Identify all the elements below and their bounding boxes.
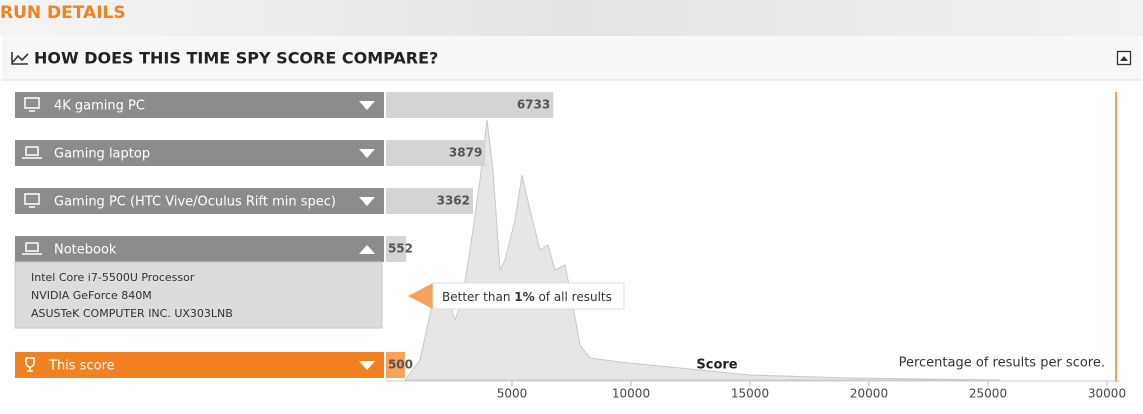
tooltip-value: 1% bbox=[514, 290, 534, 304]
row-toggle bbox=[359, 245, 375, 254]
tooltip-arrow bbox=[408, 283, 433, 309]
score-bar bbox=[386, 92, 554, 118]
row-label: Gaming laptop bbox=[54, 147, 150, 162]
tooltip-box bbox=[432, 282, 625, 310]
comparison-row[interactable]: Gaming laptop 3879 bbox=[15, 140, 486, 166]
row-header bbox=[15, 352, 384, 378]
row-score: 6733 bbox=[517, 98, 550, 112]
axis-note: Percentage of results per score. bbox=[899, 356, 1105, 371]
laptop-icon bbox=[22, 242, 42, 255]
panel-title: HOW DOES THIS TIME SPY SCORE COMPARE? bbox=[34, 49, 438, 68]
row-header bbox=[15, 188, 384, 214]
x-tick-label: 25000 bbox=[969, 387, 1007, 401]
score-bar bbox=[386, 352, 405, 378]
desktop-icon bbox=[24, 193, 40, 208]
row-toggle bbox=[359, 361, 375, 370]
comparison-row[interactable]: This score 500 bbox=[15, 352, 413, 378]
x-tick-label: 20000 bbox=[850, 387, 888, 401]
row-label: Gaming PC (HTC Vive/Oculus Rift min spec… bbox=[54, 195, 336, 210]
details-box bbox=[14, 261, 383, 329]
comparison-row[interactable]: Gaming PC (HTC Vive/Oculus Rift min spec… bbox=[15, 188, 474, 214]
x-tick-label: 30000 bbox=[1088, 387, 1126, 401]
header-title: RUN DETAILS bbox=[0, 3, 126, 23]
row-header bbox=[15, 92, 384, 118]
row-header bbox=[15, 236, 384, 262]
chart-icon bbox=[11, 52, 29, 65]
tooltip-text: Better than 1% of all results bbox=[442, 290, 612, 304]
detail-line: NVIDIA GeForce 840M bbox=[31, 289, 152, 302]
score-bar bbox=[386, 188, 474, 214]
laptop-icon bbox=[22, 146, 42, 159]
comparison-row[interactable]: Notebook 552 bbox=[15, 236, 413, 262]
row-label: Notebook bbox=[54, 243, 117, 258]
row-toggle bbox=[359, 149, 375, 158]
x-tick-label: 15000 bbox=[731, 387, 769, 401]
trophy-icon bbox=[25, 357, 35, 372]
distribution-curve bbox=[404, 119, 1001, 381]
row-score: 3879 bbox=[449, 146, 482, 160]
axis-label: Score bbox=[696, 358, 737, 373]
panel-header bbox=[2, 36, 1141, 80]
row-score: 500 bbox=[388, 358, 413, 372]
comparison-row[interactable]: 4K gaming PC 6733 bbox=[15, 92, 554, 118]
row-toggle bbox=[359, 197, 375, 206]
tooltip-after: of all results bbox=[535, 290, 612, 304]
row-label: This score bbox=[48, 359, 115, 374]
score-bar bbox=[386, 236, 407, 262]
x-tick-label: 5000 bbox=[497, 387, 528, 401]
x-tick-label: 10000 bbox=[612, 387, 650, 401]
detail-line: Intel Core i7-5500U Processor bbox=[31, 271, 195, 284]
collapse-button[interactable] bbox=[1116, 50, 1132, 66]
desktop-icon bbox=[24, 97, 40, 112]
row-label: 4K gaming PC bbox=[54, 99, 145, 114]
row-score: 3362 bbox=[437, 194, 470, 208]
row-header bbox=[15, 140, 384, 166]
detail-line: ASUSTeK COMPUTER INC. UX303LNB bbox=[31, 307, 233, 320]
row-score: 552 bbox=[388, 242, 413, 256]
header-background bbox=[0, 0, 1143, 36]
tooltip-before: Better than bbox=[442, 290, 514, 304]
row-toggle bbox=[359, 101, 375, 110]
score-bar bbox=[386, 140, 486, 166]
